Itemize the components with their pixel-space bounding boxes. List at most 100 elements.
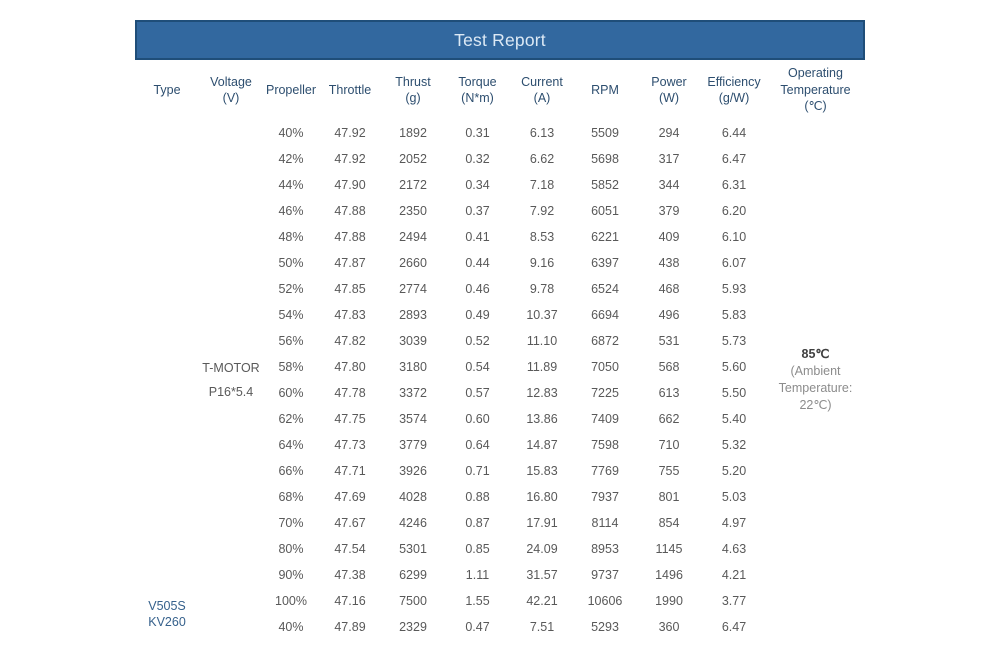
table-cell: 0.31 xyxy=(465,126,490,140)
table-row: 42% 47.92 2052 0.32 6.62 5698 317 6.47 xyxy=(135,146,865,172)
table-cell: 7937 xyxy=(591,490,619,504)
column-header-operating-temperature: Operating Temperature (℃) xyxy=(766,60,865,120)
table-cell: 5.20 xyxy=(721,464,747,478)
table-cell: 47.69 xyxy=(334,490,366,504)
table-cell: 9.16 xyxy=(529,256,555,270)
column-header-label: RPM xyxy=(591,82,619,97)
table-cell: 0.64 xyxy=(465,438,490,452)
table-cell: 1.55 xyxy=(465,594,490,608)
column-header-label: Voltage xyxy=(210,74,252,89)
motor-type-line: V505S xyxy=(148,599,186,613)
table-cell: 17.91 xyxy=(526,516,558,530)
table-cell: 64% xyxy=(278,438,304,452)
table-cell: 0.57 xyxy=(465,386,490,400)
table-row: 66% 47.71 3926 0.71 15.83 7769 755 5.20 xyxy=(135,458,865,484)
table-row: 100% 47.16 7500 1.55 42.21 10606 1990 3.77 xyxy=(135,588,865,614)
table-cell: 5852 xyxy=(591,178,619,192)
column-header-unit: (g/W) xyxy=(718,91,750,105)
table-cell: 47.75 xyxy=(334,412,366,426)
table-cell: 5509 xyxy=(591,126,619,140)
table-cell: 3039 xyxy=(399,334,427,348)
table-cell: 5.50 xyxy=(721,386,747,400)
column-header-label: Thrust xyxy=(395,74,431,89)
operating-temperature-cell: 85℃ (Ambient Temperature: 22℃) xyxy=(766,120,865,640)
report-title: Test Report xyxy=(454,29,546,50)
table-cell: 62% xyxy=(278,412,304,426)
table-cell: 317 xyxy=(658,152,680,166)
table-cell: 6221 xyxy=(591,230,619,244)
table-cell: 3.77 xyxy=(721,594,747,608)
report-title-bar: Test Report xyxy=(135,20,865,60)
table-cell: 10606 xyxy=(587,594,623,608)
table-cell: 1496 xyxy=(655,568,683,582)
table-cell: 6.07 xyxy=(721,256,747,270)
table-cell: 16.80 xyxy=(526,490,558,504)
table-cell: 2350 xyxy=(399,204,427,218)
table-cell: 568 xyxy=(658,360,680,374)
table-cell: 8114 xyxy=(591,516,619,530)
table-cell: 6524 xyxy=(591,282,619,296)
table-cell: 294 xyxy=(658,126,680,140)
table-cell: 7.51 xyxy=(529,620,555,634)
table-cell: 5.32 xyxy=(721,438,747,452)
table-row: 70% 47.67 4246 0.87 17.91 8114 854 4.97 xyxy=(135,510,865,536)
table-row: 80% 47.54 5301 0.85 24.09 8953 1145 4.63 xyxy=(135,536,865,562)
table-header-row: Type Voltage (V) Propeller Throttle xyxy=(135,60,865,120)
column-header-type: Type xyxy=(135,60,199,120)
table-cell: 47.87 xyxy=(334,256,366,270)
table-row: 56% 47.82 3039 0.52 11.10 6872 531 5.73 xyxy=(135,328,865,354)
table-cell: 4028 xyxy=(399,490,427,504)
column-header-current: Current (A) xyxy=(510,60,574,120)
table-cell: 5.73 xyxy=(721,334,747,348)
column-header-unit: (A) xyxy=(533,91,551,105)
table-cell: 0.37 xyxy=(465,204,490,218)
column-header-label: Throttle xyxy=(328,82,372,97)
table-cell: 4246 xyxy=(399,516,427,530)
table-cell: 46% xyxy=(278,204,304,218)
table-cell: 6.31 xyxy=(721,178,747,192)
table-cell: 0.88 xyxy=(465,490,490,504)
table-cell: 0.32 xyxy=(465,152,490,166)
table-cell: 6.10 xyxy=(721,230,747,244)
table-cell: 7.18 xyxy=(529,178,555,192)
table-body: V505S KV260 T-MOTOR P16*5.4 40% 47.92 1892 0.31… xyxy=(135,120,865,640)
table-cell: 662 xyxy=(658,412,680,426)
table-cell: 42.21 xyxy=(526,594,558,608)
table-cell: 56% xyxy=(278,334,304,348)
table-cell: 3926 xyxy=(399,464,427,478)
table-cell: 0.60 xyxy=(465,412,490,426)
table-cell: 2329 xyxy=(399,620,427,634)
temperature-note-line: (Ambient xyxy=(790,364,841,378)
column-header-throttle: Throttle xyxy=(319,60,381,120)
table-cell: 0.49 xyxy=(465,308,490,322)
table-cell: 54% xyxy=(278,308,304,322)
column-header-unit: (V) xyxy=(222,91,240,105)
table-cell: 47.73 xyxy=(334,438,366,452)
table-cell: 0.71 xyxy=(465,464,490,478)
table-cell: 47.80 xyxy=(334,360,366,374)
table-cell: 7500 xyxy=(399,594,427,608)
column-header-unit: (N*m) xyxy=(461,91,494,105)
table-row: 50% 47.87 2660 0.44 9.16 6397 438 6.07 xyxy=(135,250,865,276)
table-cell: 0.34 xyxy=(465,178,490,192)
table-cell: 7409 xyxy=(591,412,619,426)
table-cell: 1892 xyxy=(399,126,427,140)
table-cell: 5698 xyxy=(591,152,619,166)
table-cell: 9737 xyxy=(591,568,619,582)
table-cell: 6872 xyxy=(591,334,619,348)
table-cell: 0.85 xyxy=(465,542,490,556)
table-cell: 47.88 xyxy=(334,204,366,218)
table-cell: 47.89 xyxy=(334,620,366,634)
table-row: 60% 47.78 3372 0.57 12.83 7225 613 5.50 xyxy=(135,380,865,406)
table-cell: 0.47 xyxy=(465,620,490,634)
table-cell: 15.83 xyxy=(526,464,558,478)
column-header-efficiency: Efficiency (g/W) xyxy=(702,60,766,120)
table-cell: 47.92 xyxy=(334,152,366,166)
propeller-name-cell: T-MOTOR P16*5.4 xyxy=(199,120,263,640)
table-cell: 9.78 xyxy=(529,282,555,296)
column-header-torque: Torque (N*m) xyxy=(445,60,510,120)
table-cell: 4.97 xyxy=(721,516,747,530)
table-cell: 3372 xyxy=(399,386,427,400)
table-cell: 6299 xyxy=(399,568,427,582)
table-row: 90% 47.38 6299 1.11 31.57 9737 1496 4.21 xyxy=(135,562,865,588)
